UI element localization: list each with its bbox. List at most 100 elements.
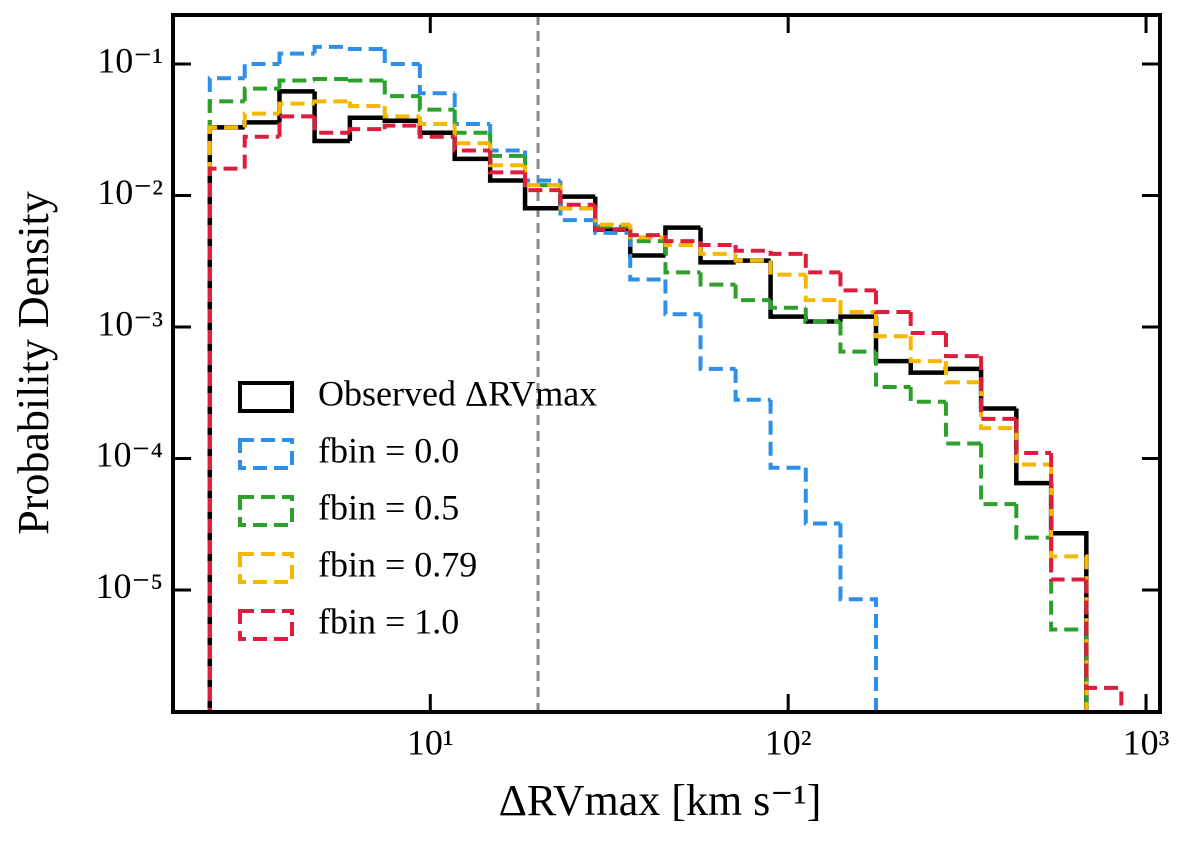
histogram-step [874,351,911,389]
histogram-step [277,101,315,114]
histogram-step [277,78,315,89]
histogram-step [628,229,666,238]
y-tick-label: 10⁻¹ [97,40,163,80]
histogram-step [874,312,911,339]
legend-label: fbin = 0.5 [318,487,459,527]
histogram-step [663,241,701,275]
histogram-step [874,290,911,315]
histogram-step [417,125,455,139]
plot-area [207,15,1124,712]
histogram-step [523,172,561,193]
histogram-step [979,356,1017,421]
histogram-step [277,51,315,65]
histogram-step [908,361,946,375]
histogram-step [663,235,701,244]
histogram-step [593,220,631,235]
histogram-step [523,165,561,188]
histogram-step [803,274,841,303]
histogram-step [979,382,1017,431]
histogram-step [452,123,491,146]
histogram-step [733,245,771,253]
histogram-step [698,272,736,287]
legend-label: Observed ΔRVmax [318,373,597,413]
histogram-step [838,321,877,354]
histogram-step [207,166,245,712]
histogram-step [943,361,982,385]
histogram-step [522,180,561,211]
histogram-step [1049,537,1089,712]
histogram-step [943,333,982,359]
x-axis-label: ΔRVmax [km s⁻¹] [499,776,822,825]
histogram-step [733,368,771,402]
histogram-step [698,241,736,248]
histogram-step [803,467,841,526]
histogram-step [838,300,877,315]
histogram-step [1048,483,1089,712]
histogram-step [382,80,420,99]
histogram-step [838,314,877,322]
histogram-step [979,443,1017,507]
legend-label: fbin = 1.0 [318,601,459,641]
axes-frame [171,13,1162,714]
histogram-step [1049,453,1087,582]
histogram-step [698,314,736,371]
histogram-step [908,312,946,336]
histogram-step [417,96,455,112]
legend-swatch [238,495,294,527]
histogram-step [1014,504,1052,540]
histogram-step [558,180,596,223]
histogram-step [593,208,631,227]
histogram-step [1084,579,1124,712]
histogram-step [1014,428,1052,467]
histogram-step [382,123,420,130]
histogram-step [978,368,1017,411]
histogram-step [312,99,350,104]
x-tick-label: 10¹ [407,722,454,762]
y-tick-label: 10⁻⁵ [95,566,163,606]
histogram-step [628,224,666,240]
histogram-step [347,46,385,52]
histogram-step [487,158,526,183]
histogram-step [803,253,841,275]
histogram-step [1014,418,1052,456]
histogram-step [417,116,455,126]
histogram-step [452,132,491,162]
histogram-step [488,123,526,153]
y-tick-label: 10⁻² [97,172,163,212]
histogram-step [698,245,736,256]
legend-swatch [238,552,294,584]
histogram-step [768,260,806,319]
legend-swatch [238,438,294,470]
histogram-step [628,232,666,282]
histogram-step [663,279,701,317]
histogram-step [452,93,491,126]
histogram-step [242,134,280,169]
histogram-step [277,114,315,137]
histogram-step [838,272,877,293]
x-tick-label: 10³ [1123,722,1170,762]
y-tick-label: 10⁻³ [97,303,163,343]
histogram-step [803,307,841,324]
y-tick-label: 10⁻⁴ [95,435,163,475]
histogram-step [452,109,491,135]
histogram-step [838,523,879,712]
histogram-step [943,366,982,373]
histogram-step [943,401,982,446]
histogram-step [242,111,280,128]
histogram-step [382,105,420,119]
histogram-step [347,78,385,83]
histogram-step [312,116,350,135]
histogram-step [733,253,771,263]
histogram-step [242,120,280,128]
histogram-step [242,86,280,102]
x-tick-label: 10² [765,722,812,762]
histogram-step [347,101,385,108]
legend-swatch [238,381,294,413]
histogram-step [733,284,771,303]
histogram-step [488,150,526,175]
histogram-step [1049,464,1089,712]
histogram-step [908,336,946,364]
histogram-step [558,190,596,207]
histogram-step [207,99,245,712]
